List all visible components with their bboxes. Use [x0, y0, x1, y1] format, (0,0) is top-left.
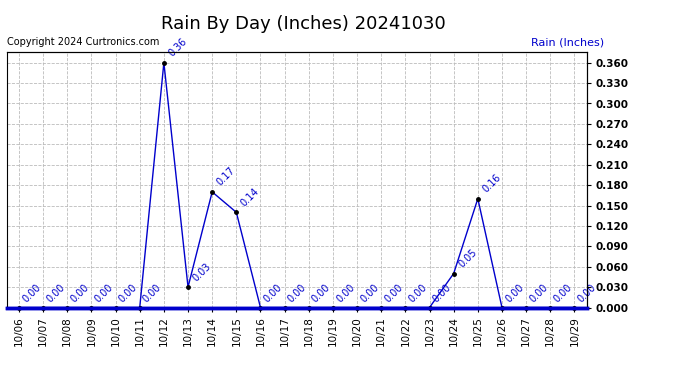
Text: 0.00: 0.00	[45, 282, 67, 305]
Text: 0.00: 0.00	[359, 282, 381, 305]
Text: 0.00: 0.00	[576, 282, 598, 305]
Text: 0.00: 0.00	[310, 282, 333, 305]
Text: 0.00: 0.00	[383, 282, 405, 305]
Text: 0.05: 0.05	[457, 247, 479, 269]
Text: 0.00: 0.00	[431, 282, 453, 305]
Text: Copyright 2024 Curtronics.com: Copyright 2024 Curtronics.com	[7, 37, 159, 47]
Text: 0.00: 0.00	[141, 282, 164, 305]
Text: Rain (Inches): Rain (Inches)	[531, 37, 604, 47]
Text: 0.00: 0.00	[528, 282, 550, 305]
Text: 0.00: 0.00	[21, 282, 43, 305]
Text: Rain By Day (Inches) 20241030: Rain By Day (Inches) 20241030	[161, 15, 446, 33]
Text: 0.14: 0.14	[239, 186, 262, 208]
Text: 0.00: 0.00	[504, 282, 526, 305]
Text: 0.00: 0.00	[335, 282, 357, 305]
Text: 0.00: 0.00	[286, 282, 308, 305]
Text: 0.03: 0.03	[191, 261, 213, 283]
Text: 0.00: 0.00	[552, 282, 574, 305]
Text: 0.36: 0.36	[167, 36, 189, 58]
Text: 0.00: 0.00	[407, 282, 429, 305]
Text: 0.16: 0.16	[481, 172, 503, 195]
Text: 0.00: 0.00	[93, 282, 115, 305]
Text: 0.17: 0.17	[215, 165, 237, 188]
Text: 0.00: 0.00	[262, 282, 284, 305]
Text: 0.00: 0.00	[117, 282, 139, 305]
Text: 0.00: 0.00	[69, 282, 91, 305]
